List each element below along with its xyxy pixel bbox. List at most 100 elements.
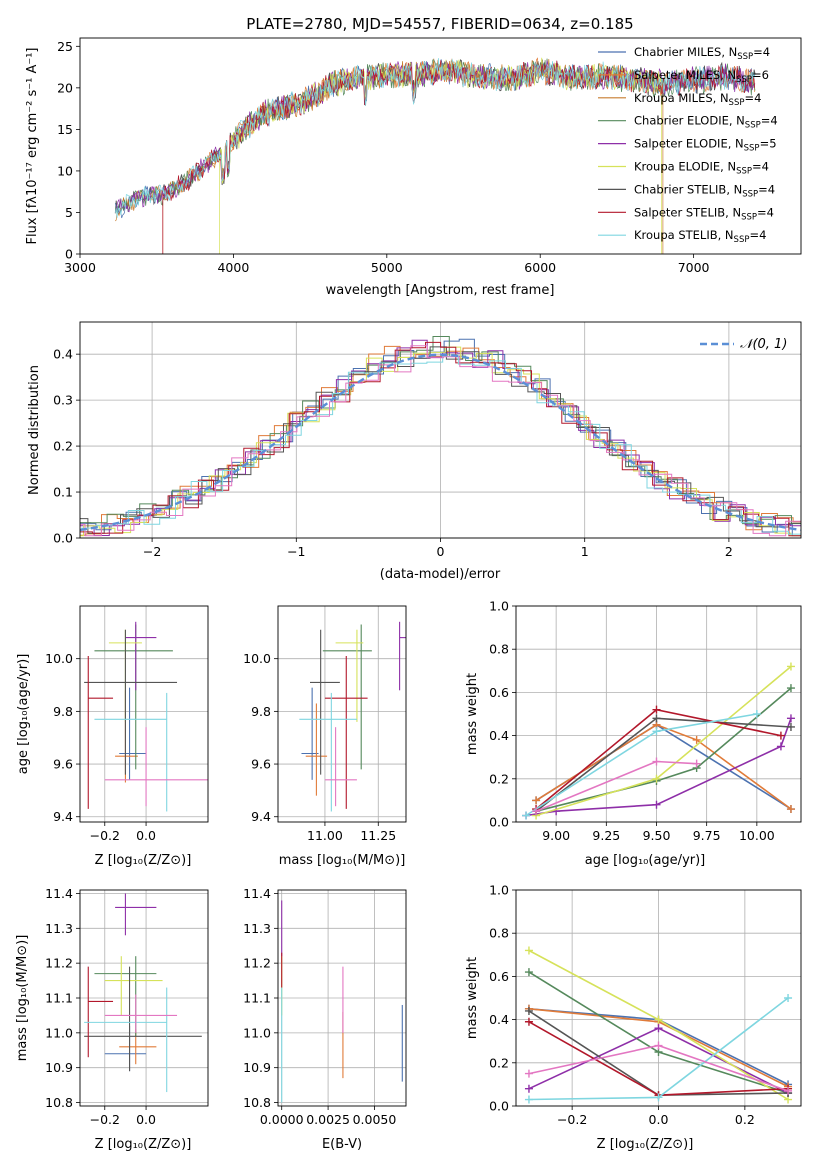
y-tick-label: 11.4: [45, 886, 73, 901]
y-tick-label: 11.2: [45, 956, 73, 971]
mass-z-x-label: Z [log₁₀(Z/Z⊙)]: [95, 1137, 192, 1152]
y-tick-label: 0.4: [53, 347, 73, 362]
axes-frame: [79, 889, 209, 1107]
mass-weight-line: [535, 717, 792, 812]
x-tick-label: 0.0: [136, 1112, 156, 1127]
x-tick-label: 11.25: [360, 828, 396, 843]
histogram-step: [80, 345, 801, 536]
legend-entry: Chabrier STELIB, NSSP=4: [634, 182, 775, 199]
axes-frame: [79, 605, 209, 823]
y-tick-label: 11.1: [243, 991, 271, 1006]
mass-weight-marker: [776, 731, 785, 740]
mass-weight-marker: [652, 705, 661, 714]
age-vs-z-panel: −0.2 0.0 9.4 9.6 9.8 10.0: [45, 605, 209, 843]
x-tick-label: 0.2: [735, 1112, 755, 1127]
mass-weight-marker: [524, 1006, 533, 1015]
y-tick-label: 0.2: [53, 439, 73, 454]
mass-weight-marker: [524, 968, 533, 977]
legend-entry: Chabrier ELODIE, NSSP=4: [634, 114, 778, 131]
mass-weight-line: [535, 723, 792, 810]
mass-weight-marker: [692, 759, 701, 768]
y-tick-label: 0.6: [489, 685, 509, 700]
mass-weight-marker: [652, 714, 661, 723]
x-tick-label: 4000: [217, 260, 249, 275]
y-tick-label: 0.8: [489, 642, 509, 657]
x-tick-label: 7000: [678, 260, 710, 275]
legend-entry: Kroupa MILES, NSSP=4: [634, 91, 761, 108]
y-tick-label: 0.4: [489, 1012, 509, 1027]
age-z-y-label: age [log₁₀(age/yr)]: [16, 654, 31, 775]
y-tick-label: 0.6: [489, 969, 509, 984]
mass-weight-marker: [776, 742, 785, 751]
histogram-step: [80, 339, 801, 536]
mass-weight-marker: [786, 662, 795, 671]
spectrum-y-label: Flux [fλ10⁻¹⁷ erg cm⁻² s⁻¹ A⁻¹]: [25, 48, 40, 245]
mass-weight-marker: [786, 684, 795, 693]
mass-weight-marker: [784, 994, 793, 1002]
histogram-step: [80, 338, 801, 537]
y-tick-label: 0.2: [489, 771, 509, 786]
y-tick-label: 10.0: [243, 651, 271, 666]
y-tick-label: 11.4: [243, 886, 271, 901]
mass-weight-line: [535, 723, 792, 810]
x-tick-label: 0.0025: [306, 1112, 350, 1127]
y-tick-label: 10.9: [45, 1060, 73, 1075]
y-tick-label: 1.0: [489, 883, 509, 898]
spectrum-line: [115, 58, 664, 254]
y-tick-label: 11.0: [243, 1025, 271, 1040]
histogram-x-label: (data-model)/error: [380, 567, 501, 582]
histogram-panel: −2 −1 0 1 2 0.0 0.1 0.2 0.3 0.4: [53, 321, 802, 559]
y-tick-label: 0.4: [489, 728, 509, 743]
mass-weight-marker: [532, 807, 541, 816]
age-vs-mass-panel: 11.00 11.25 9.4 9.6 9.8 10.0: [243, 605, 407, 843]
y-tick-label: 10.8: [243, 1095, 271, 1110]
spectrum-line: [114, 58, 756, 218]
y-tick-label: 11.1: [45, 991, 73, 1006]
legend-entry: Salpeter ELODIE, NSSP=5: [634, 137, 777, 154]
x-tick-label: 3000: [64, 260, 96, 275]
mass-weight-marker: [654, 1015, 663, 1024]
x-tick-label: 9.25: [592, 828, 620, 843]
mass-weight-marker: [652, 774, 661, 783]
y-tick-label: 0: [65, 247, 73, 262]
mass-weight-marker: [654, 1093, 663, 1102]
mass-weight-marker: [752, 710, 761, 718]
x-tick-label: 9.50: [643, 828, 671, 843]
mass-weight-marker: [532, 796, 541, 805]
x-tick-label: 5000: [371, 260, 403, 275]
x-tick-label: 6000: [524, 260, 556, 275]
y-tick-label: 10.0: [45, 651, 73, 666]
axes-frame: [515, 889, 802, 1107]
histogram-step: [80, 341, 801, 537]
y-tick-label: 5: [65, 205, 73, 220]
mass-weight-marker: [652, 757, 661, 766]
axes-frame: [277, 889, 407, 1107]
y-tick-label: 20: [57, 80, 73, 95]
y-tick-label: 0.1: [53, 485, 73, 500]
figure-title: PLATE=2780, MJD=54557, FIBERID=0634, z=0…: [246, 15, 633, 33]
mass-weight-marker: [654, 1041, 663, 1050]
mass-weight-marker: [524, 1084, 533, 1093]
x-tick-label: −0.2: [557, 1112, 587, 1127]
mass-vs-z-panel: −0.2 0.0 10.8 10.9 11.0 11.1 11.2 11.3 11.4: [45, 886, 209, 1127]
mass-ebv-x-label: E(B-V): [322, 1137, 362, 1152]
mass-weight-line: [535, 665, 792, 817]
y-tick-label: 25: [57, 39, 73, 54]
histogram-step: [80, 346, 801, 537]
axes-frame: [79, 321, 802, 539]
y-tick-label: 9.4: [53, 809, 73, 824]
y-tick-label: 9.6: [251, 757, 271, 772]
y-tick-label: 15: [57, 122, 73, 137]
y-tick-label: 0.0: [53, 531, 73, 546]
mass-weight-marker: [652, 727, 661, 736]
histogram-step: [81, 355, 801, 535]
mass-weight-marker: [524, 1017, 533, 1026]
x-tick-label: 0.0000: [260, 1112, 304, 1127]
spectrum-legend: Chabrier MILES, NSSP=4 Salpeter MILES, NS…: [598, 45, 778, 245]
y-tick-label: 10: [57, 163, 73, 178]
mass-vs-ebv-panel: 0.0000 0.0025 0.0050 10.8 10.9 11.0 11.1 11.2 11…: [243, 886, 407, 1127]
mass-weight-vs-z-panel: −0.2 0.0 0.2 0.0 0.2 0.4 0.6 0.8 1.0: [489, 883, 802, 1127]
y-tick-label: 11.3: [243, 921, 271, 936]
y-tick-label: 11.3: [45, 921, 73, 936]
mass-weight-marker: [524, 1095, 533, 1104]
